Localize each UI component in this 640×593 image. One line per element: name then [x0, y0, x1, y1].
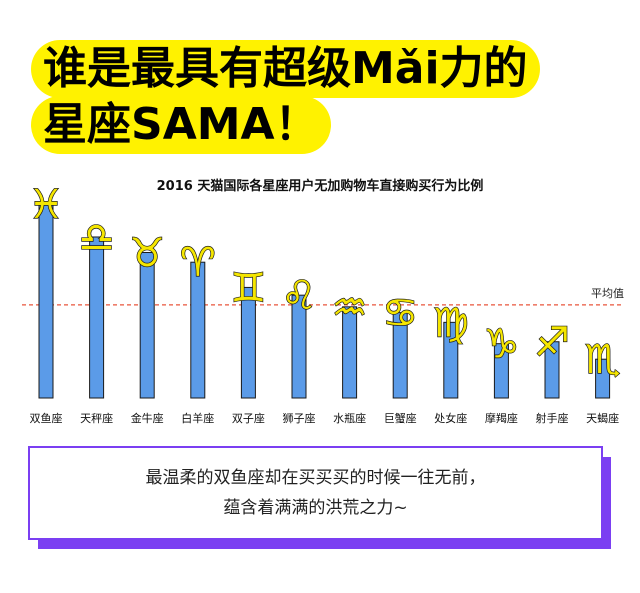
callout-box: 最温柔的双鱼座却在买买买的时候一往无前， 蕴含着满满的洪荒之力~ [28, 446, 603, 540]
x-tick-label-3: 金牛座 [131, 411, 164, 425]
x-tick-label-11: 射手座 [536, 411, 569, 425]
x-tick-label-8: 巨蟹座 [384, 411, 417, 425]
bar-8 [392, 312, 408, 399]
bar-chart: 2016 天猫国际各星座用户无加购物车直接购买行为比例 平均值 ♓ 双鱼座 ♎ 天秤座 ♉… [22, 178, 624, 425]
bar-5 [240, 286, 256, 399]
x-tick-label-12: 天蝎座 [586, 411, 619, 425]
x-tick-label-9: 处女座 [434, 411, 467, 425]
bar-11 [544, 341, 560, 399]
zodiac-symbol-12: ♏ [585, 337, 621, 383]
callout-line-1: 最温柔的双鱼座却在买买买的时候一往无前， [145, 468, 486, 488]
bar-6 [291, 294, 307, 399]
zodiac-symbol-2: ♎ [79, 215, 115, 261]
zodiac-symbol-3: ♉ [129, 231, 165, 277]
zodiac-symbol-7: ♒ [332, 285, 368, 331]
zodiac-symbol-8: ♋ [382, 291, 418, 337]
zodiac-symbol-1: ♓ [28, 182, 64, 228]
bar-2 [89, 236, 105, 399]
x-tick-label-10: 摩羯座 [485, 411, 518, 425]
x-tick-label-4: 白羊座 [181, 411, 214, 425]
zodiac-symbol-9: ♍ [433, 300, 469, 346]
x-tick-label-5: 双子座 [232, 411, 265, 425]
bar-3 [139, 252, 155, 399]
callout-line-2: 蕴含着满满的洪荒之力~ [223, 498, 408, 518]
x-tick-label-7: 水瓶座 [333, 411, 366, 425]
x-tick-label-1: 双鱼座 [30, 411, 63, 425]
zodiac-symbol-6: ♌ [281, 273, 317, 319]
chart-title: 2016 天猫国际各星座用户无加购物车直接购买行为比例 [157, 178, 484, 194]
zodiac-symbol-10: ♑ [483, 322, 519, 368]
bar-4 [190, 261, 206, 399]
headline-line-1: 谁是最具有超级Mǎi力的 [31, 40, 540, 98]
zodiac-symbol-4: ♈ [180, 240, 216, 286]
bar-9 [443, 321, 459, 399]
bar-1 [38, 203, 54, 399]
headline-line-2: 星座SAMA！ [31, 96, 331, 154]
x-tick-label-6: 狮子座 [283, 411, 316, 425]
x-tick-label-2: 天秤座 [80, 411, 113, 425]
average-label: 平均值 [591, 287, 624, 300]
headline-text-2: 星座SAMA！ [43, 99, 319, 150]
bar-10 [493, 343, 509, 399]
zodiac-symbol-11: ♐ [534, 320, 570, 366]
bar-12 [595, 358, 611, 399]
zodiac-symbol-5: ♊ [230, 265, 266, 311]
bar-7 [342, 306, 358, 399]
headline-text-1: 谁是最具有超级Mǎi力的 [43, 43, 528, 94]
